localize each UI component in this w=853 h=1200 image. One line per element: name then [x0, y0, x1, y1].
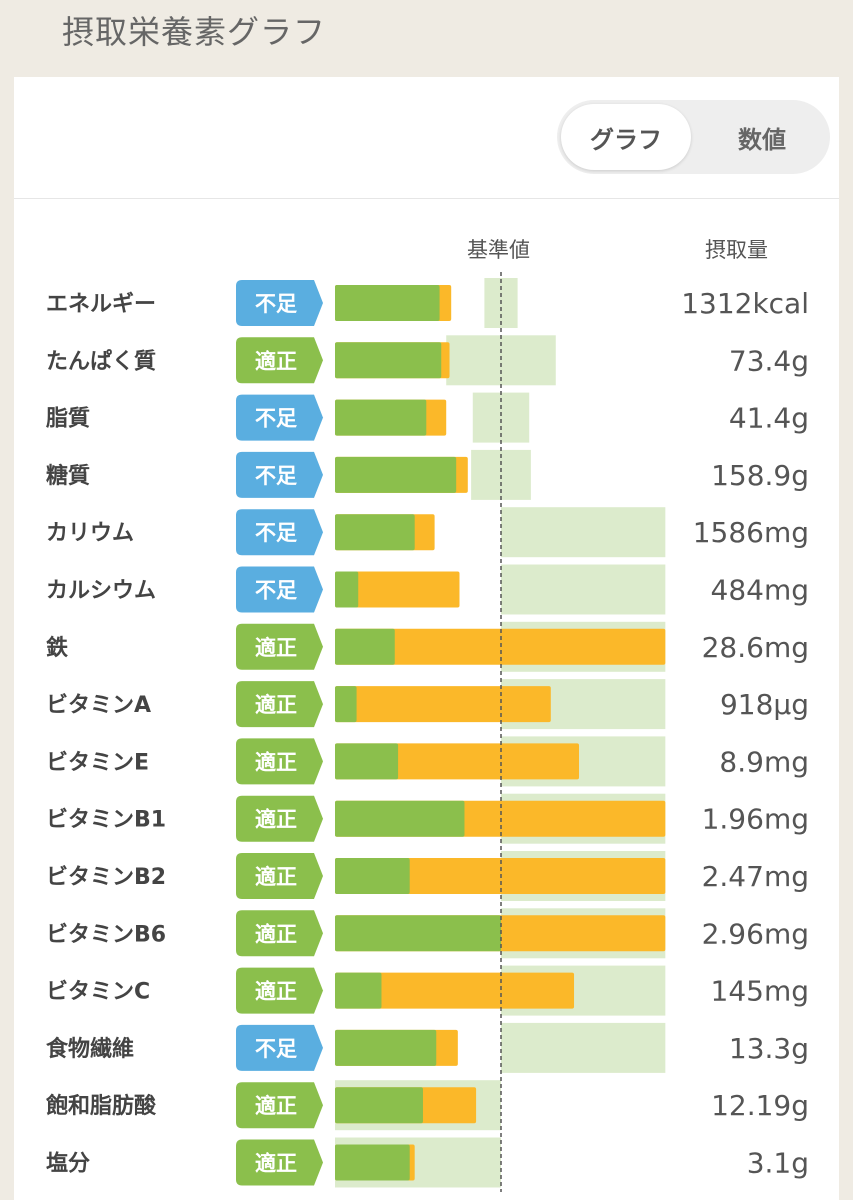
intake-value: 918μg	[720, 688, 809, 721]
svg-text:不足: 不足	[255, 521, 297, 545]
nutrient-label: 糖質	[46, 463, 90, 489]
intake-value: 13.3g	[729, 1032, 809, 1065]
svg-text:適正: 適正	[255, 1152, 297, 1176]
intake-value: 1312kcal	[681, 287, 809, 320]
intake-bar-base	[335, 1144, 410, 1181]
page-title: 摂取栄養素グラフ	[62, 13, 327, 51]
intake-bar-total	[335, 628, 666, 665]
svg-text:適正: 適正	[255, 349, 297, 373]
svg-text:適正: 適正	[255, 1094, 297, 1118]
intake-bar-base	[335, 972, 382, 1009]
intake-value: 73.4g	[729, 344, 809, 377]
nutrient-label: ビタミンE	[46, 750, 149, 775]
status-badge-ok: 適正	[236, 738, 323, 785]
reference-range	[501, 1022, 666, 1073]
status-badge-low: 不足	[236, 509, 323, 556]
intake-value: 8.9mg	[719, 745, 809, 778]
nutrient-card: グラフ 数値 基準値 摂取量	[14, 77, 839, 1200]
nutrient-label: ビタミンB2	[46, 865, 166, 890]
intake-value: 1586mg	[693, 516, 809, 549]
status-badge-ok: 適正	[236, 853, 323, 899]
status-badge-low: 不足	[236, 566, 323, 613]
intake-bar-total	[335, 686, 551, 723]
status-badge-ok: 適正	[236, 1082, 323, 1129]
status-badge-ok: 適正	[236, 337, 323, 384]
status-badge-ok: 適正	[236, 910, 323, 957]
intake-value: 158.9g	[711, 459, 809, 492]
reference-range	[501, 564, 666, 615]
nutrient-label: 食物繊維	[46, 1036, 134, 1062]
intake-bar-base	[335, 1087, 423, 1124]
intake-bar-base	[335, 285, 440, 321]
status-badge-low: 不足	[236, 451, 323, 498]
svg-text:適正: 適正	[255, 693, 297, 717]
intake-value: 12.19g	[711, 1089, 809, 1122]
graph-view-button[interactable]: グラフ	[561, 104, 691, 170]
nutrient-label: 塩分	[46, 1151, 90, 1177]
svg-text:適正: 適正	[255, 980, 297, 1004]
numeric-view-button[interactable]: 数値	[738, 125, 786, 154]
status-badge-low: 不足	[236, 280, 323, 326]
nutrient-label: 飽和脂肪酸	[45, 1093, 157, 1119]
intake-column-header: 摂取量	[705, 238, 768, 262]
intake-value: 484mg	[711, 574, 810, 607]
intake-bar-base	[335, 399, 427, 436]
nutrient-label: エネルギー	[46, 292, 156, 317]
svg-text:不足: 不足	[255, 579, 297, 603]
intake-bar-base	[335, 686, 357, 723]
intake-value: 2.47mg	[702, 860, 809, 893]
reference-column-header: 基準値	[467, 238, 530, 262]
svg-text:不足: 不足	[255, 407, 297, 431]
status-badge-low: 不足	[236, 1024, 323, 1071]
svg-text:適正: 適正	[255, 865, 297, 889]
nutrient-label: カルシウム	[46, 579, 156, 604]
status-badge-ok: 適正	[236, 795, 323, 842]
svg-text:不足: 不足	[255, 1037, 297, 1061]
intake-value: 145mg	[711, 975, 810, 1008]
nutrient-label: 脂質	[46, 406, 90, 432]
intake-bar-base	[335, 743, 399, 780]
status-badge-ok: 適正	[236, 967, 323, 1014]
svg-text:適正: 適正	[255, 636, 297, 660]
intake-bar-base	[335, 800, 465, 837]
intake-bar-base	[335, 628, 395, 665]
svg-text:適正: 適正	[255, 808, 297, 832]
svg-text:適正: 適正	[255, 922, 297, 946]
nutrient-label: ビタミンB1	[46, 808, 166, 833]
nutrient-label: ビタミンC	[46, 980, 150, 1005]
intake-bar-total	[335, 571, 460, 608]
intake-bar-total	[335, 972, 575, 1009]
status-badge-ok: 適正	[236, 623, 323, 670]
view-toggle: グラフ 数値	[557, 100, 830, 174]
intake-bar-base	[335, 342, 442, 379]
intake-value: 28.6mg	[702, 631, 809, 664]
intake-value: 1.96mg	[702, 803, 809, 836]
intake-value: 41.4g	[729, 402, 809, 435]
svg-text:適正: 適正	[255, 750, 297, 774]
svg-text:不足: 不足	[255, 464, 297, 488]
divider	[14, 198, 839, 199]
intake-bar-base	[335, 915, 501, 952]
intake-bar-total	[335, 858, 666, 894]
reference-range	[501, 507, 666, 558]
nutrient-label: カリウム	[46, 521, 134, 546]
nutrient-label: ビタミンB6	[46, 922, 166, 947]
nutrient-label: ビタミンA	[46, 693, 151, 718]
intake-bar-base	[335, 456, 457, 493]
intake-bar-base	[335, 514, 415, 551]
intake-value: 2.96mg	[702, 917, 809, 950]
status-badge-ok: 適正	[236, 681, 323, 728]
nutrient-label: 鉄	[46, 635, 68, 661]
intake-bar-base	[335, 571, 359, 608]
status-badge-ok: 適正	[236, 1139, 323, 1186]
status-badge-low: 不足	[236, 394, 323, 441]
svg-text:不足: 不足	[255, 292, 297, 316]
nutrient-label: たんぱく質	[46, 348, 156, 374]
intake-bar-base	[335, 1029, 437, 1066]
intake-value: 3.1g	[747, 1147, 809, 1180]
page-header: 摂取栄養素グラフ	[0, 0, 853, 77]
intake-bar-base	[335, 858, 410, 894]
